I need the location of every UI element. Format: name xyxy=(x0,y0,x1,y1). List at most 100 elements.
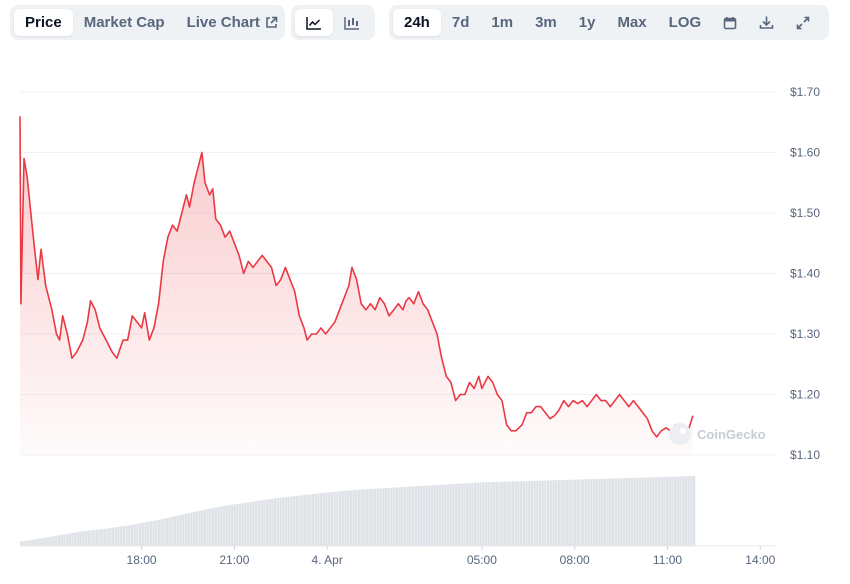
volume-bar xyxy=(349,490,353,546)
volume-bar xyxy=(322,492,326,546)
volume-bar xyxy=(598,478,601,546)
volume-bar xyxy=(409,486,412,546)
volume-bar xyxy=(538,480,542,546)
volume-bar xyxy=(509,481,512,546)
volume-bar xyxy=(676,476,680,546)
volume-bar xyxy=(641,477,644,546)
volume-bar xyxy=(403,486,407,546)
range-1m[interactable]: 1m xyxy=(480,9,524,36)
volume-bar xyxy=(165,517,169,546)
volume-bar xyxy=(98,529,101,546)
volume-bar xyxy=(217,507,220,546)
volume-bar xyxy=(238,503,242,546)
volume-bar xyxy=(63,534,66,546)
volume-bar xyxy=(301,495,304,546)
volume-bar xyxy=(136,523,139,546)
volume-bar xyxy=(295,495,299,546)
tab-live-chart-label: Live Chart xyxy=(186,14,260,31)
volume-bar xyxy=(287,496,290,546)
volume-bar xyxy=(419,485,423,546)
range-24h[interactable]: 24h xyxy=(393,9,441,36)
y-tick-label: $1.30 xyxy=(790,327,820,341)
volume-bar xyxy=(506,481,509,546)
volume-bar xyxy=(236,503,239,546)
volume-bar xyxy=(549,480,553,546)
volume-bar xyxy=(52,536,55,546)
volume-bar xyxy=(371,488,374,546)
volume-bar xyxy=(114,527,117,546)
volume-bar xyxy=(101,529,104,546)
range-3m-label: 3m xyxy=(535,14,557,31)
volume-bar xyxy=(201,510,204,546)
volume-bar xyxy=(525,481,528,546)
range-7d[interactable]: 7d xyxy=(441,9,481,36)
volume-bar xyxy=(665,476,669,546)
volume-bar xyxy=(292,496,296,546)
volume-bar xyxy=(33,539,36,546)
range-max[interactable]: Max xyxy=(606,9,657,36)
volume-bar xyxy=(498,481,501,546)
volume-bar xyxy=(38,538,42,546)
volume-bar xyxy=(571,479,574,546)
tab-live-chart[interactable]: Live Chart xyxy=(176,9,289,36)
volume-bar xyxy=(87,530,90,546)
log-scale-label: LOG xyxy=(668,14,702,31)
x-tick-label: 18:00 xyxy=(127,553,157,567)
volume-bar xyxy=(428,485,431,546)
volume-bar xyxy=(152,520,155,546)
calendar-button[interactable] xyxy=(712,9,748,36)
volume-bar xyxy=(182,514,185,546)
volume-bar xyxy=(149,521,153,546)
volume-bar xyxy=(490,482,493,546)
candlestick-chart-button[interactable] xyxy=(333,9,371,36)
range-1y[interactable]: 1y xyxy=(568,9,607,36)
y-tick-label: $1.40 xyxy=(790,267,820,281)
volume-bar xyxy=(109,528,112,546)
volume-bar xyxy=(541,480,544,546)
volume-bar xyxy=(495,481,498,546)
volume-bar xyxy=(60,534,63,546)
volume-bar xyxy=(128,525,131,546)
line-chart-button[interactable] xyxy=(295,9,333,36)
range-1m-label: 1m xyxy=(491,14,514,31)
download-button[interactable] xyxy=(748,9,785,36)
volume-bar xyxy=(319,493,323,546)
log-scale-toggle[interactable]: LOG xyxy=(658,9,713,36)
volume-bar xyxy=(160,519,163,546)
volume-bar xyxy=(552,480,555,546)
range-3m[interactable]: 3m xyxy=(524,9,568,36)
volume-bar xyxy=(679,476,682,546)
volume-bar xyxy=(398,487,401,546)
volume-bar xyxy=(57,535,61,546)
y-axis: $1.10 $1.20 $1.30 $1.40 $1.50 $1.60 $1.70 xyxy=(790,85,820,462)
price-line xyxy=(19,116,694,438)
volume-bar xyxy=(619,478,623,546)
price-area xyxy=(20,116,693,455)
volume-bar xyxy=(84,530,88,546)
volume-bar xyxy=(368,488,371,546)
volume-bar xyxy=(244,502,247,546)
volume-bar xyxy=(20,541,23,546)
volume-bar xyxy=(376,488,380,546)
tab-price[interactable]: Price xyxy=(14,9,73,36)
volume-bar xyxy=(595,478,598,546)
volume-bar xyxy=(590,479,593,546)
volume-bar xyxy=(144,522,147,546)
volume-bar xyxy=(336,491,339,546)
volume-bar xyxy=(663,476,666,546)
volume-bar xyxy=(365,489,369,546)
volume-bar xyxy=(684,476,688,546)
volume-bar xyxy=(668,476,671,546)
volume-bar xyxy=(192,511,196,546)
volume-bar xyxy=(660,477,663,546)
x-axis: 18:00 21:00 4. Apr 05:00 08:00 11:00 14:00 xyxy=(127,546,776,567)
tab-market-cap[interactable]: Market Cap xyxy=(73,9,176,36)
fullscreen-button[interactable] xyxy=(785,9,821,36)
volume-bar xyxy=(138,523,142,546)
volume-bar xyxy=(603,478,607,546)
volume-bar xyxy=(433,485,436,546)
volume-bar xyxy=(455,483,458,546)
volume-bar xyxy=(382,488,385,546)
volume-bar xyxy=(290,496,293,546)
